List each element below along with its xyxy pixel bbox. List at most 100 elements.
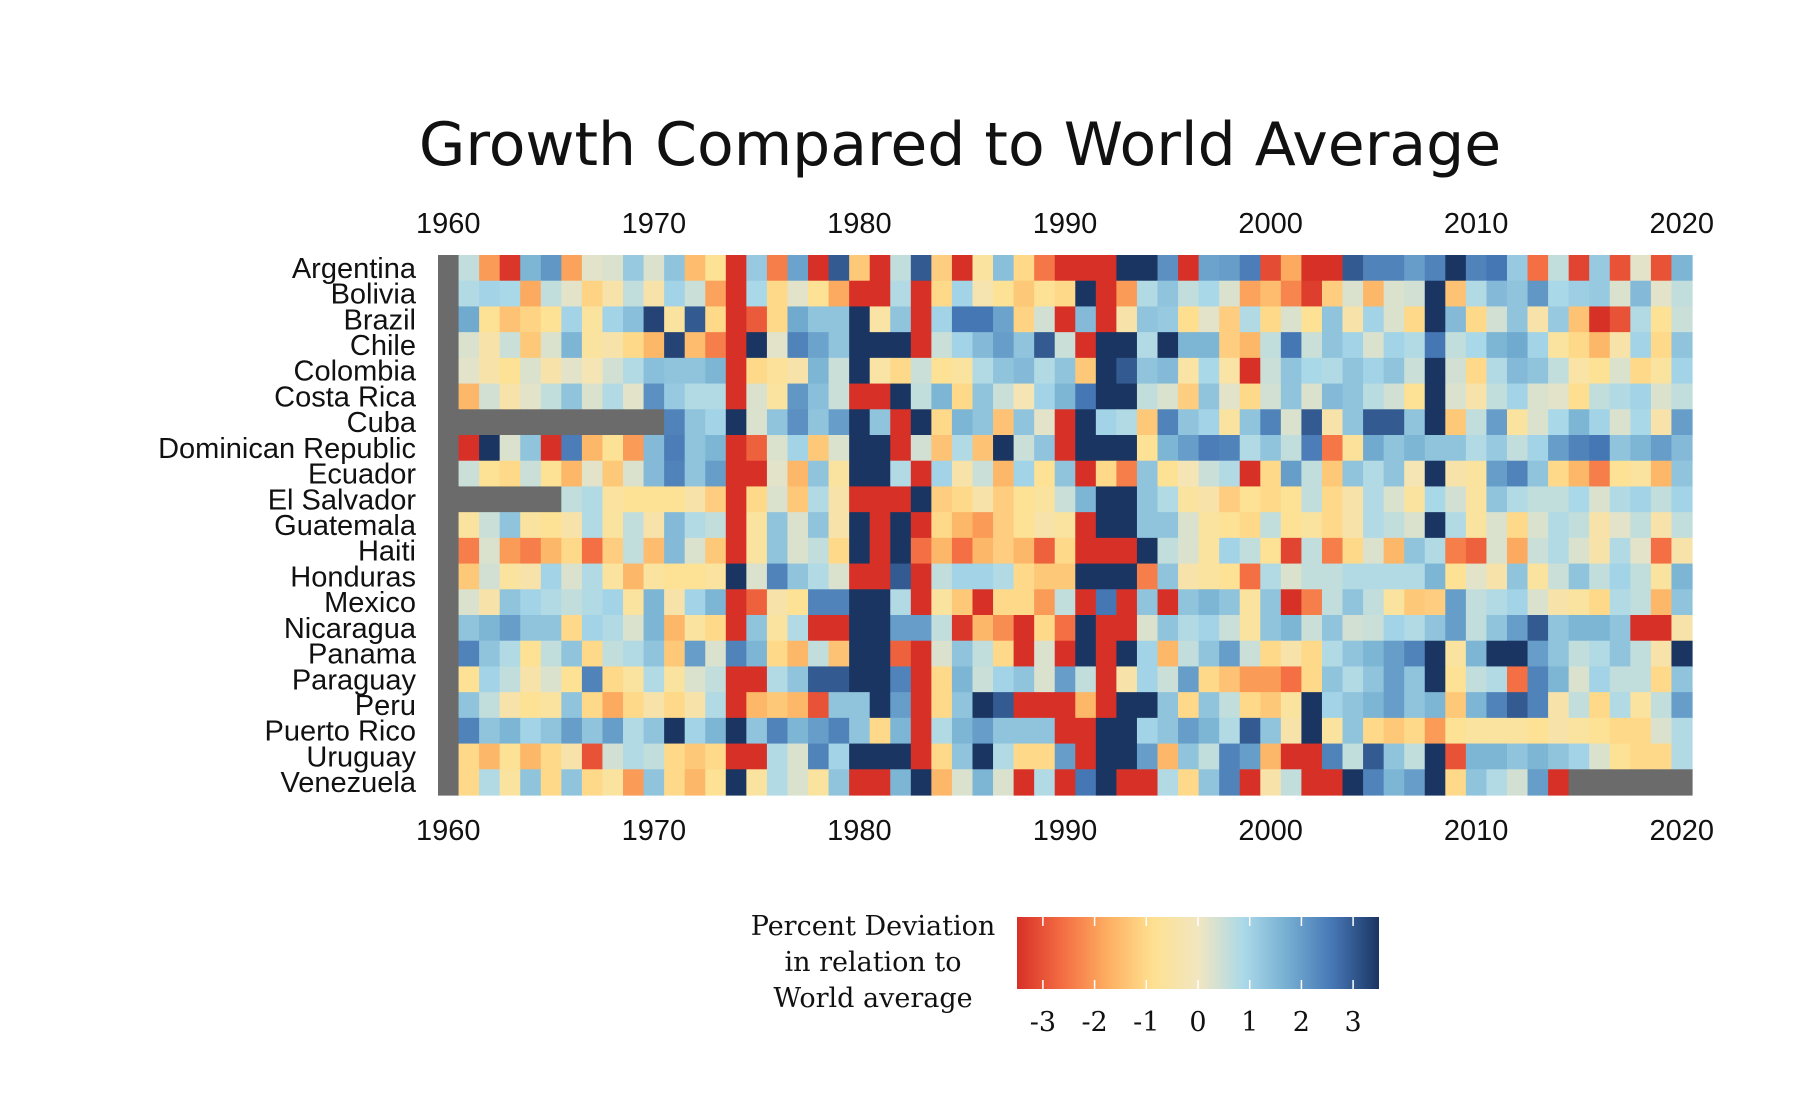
heatmap-cell (1260, 357, 1282, 385)
heatmap-cell (1445, 460, 1467, 488)
heatmap-cell (951, 692, 974, 719)
heatmap-cell (993, 717, 1015, 745)
heatmap-cell (1178, 280, 1200, 308)
heatmap-cell (1650, 743, 1673, 770)
heatmap-cell (1527, 255, 1549, 282)
heatmap-cell (1650, 383, 1673, 410)
heatmap-cell (479, 255, 501, 282)
heatmap-cell (931, 280, 953, 308)
heatmap-cell (1280, 357, 1303, 385)
heatmap-cell (1301, 409, 1323, 436)
heatmap-cell (1116, 280, 1138, 308)
heatmap-cell (1548, 640, 1570, 668)
heatmap-cell (890, 769, 912, 796)
heatmap-cell (972, 280, 994, 308)
heatmap-cell (581, 306, 604, 333)
heatmap-cell (1568, 306, 1590, 333)
heatmap-cell (1280, 383, 1303, 410)
heatmap-cell (581, 486, 604, 513)
heatmap-cell (1548, 717, 1570, 745)
heatmap-cell (1424, 435, 1446, 462)
heatmap-cell (1116, 255, 1138, 282)
heatmap-cell (705, 255, 727, 282)
heatmap-cell (1650, 692, 1673, 719)
heatmap-cell (1301, 255, 1323, 282)
heatmap-cell (705, 460, 727, 488)
heatmap-cell (1548, 460, 1570, 488)
heatmap-cell (1157, 512, 1179, 539)
heatmap-cell (602, 357, 624, 385)
heatmap-cell (972, 743, 994, 770)
heatmap-cell (1342, 537, 1364, 565)
heatmap-cell (1650, 640, 1673, 668)
heatmap-cell (581, 460, 604, 488)
heatmap-cell (746, 280, 768, 308)
heatmap-cell (602, 306, 624, 333)
heatmap-cell (643, 615, 665, 642)
heatmap-cell (561, 255, 583, 282)
heatmap-cell (1116, 486, 1138, 513)
heatmap-cell (1609, 769, 1631, 796)
heatmap-cell (1486, 769, 1508, 796)
heatmap-cell (1239, 460, 1261, 488)
heatmap-cell (540, 640, 562, 668)
heatmap-cell (1445, 537, 1467, 565)
heatmap-cell (808, 435, 830, 462)
heatmap-cell (1486, 357, 1508, 385)
heatmap-cell (664, 717, 686, 745)
heatmap-cell (787, 666, 809, 693)
heatmap-cell (1486, 332, 1508, 359)
heatmap-cell (1650, 332, 1673, 359)
heatmap-cell (1178, 692, 1200, 719)
heatmap-cell (725, 769, 747, 796)
heatmap-cell (787, 563, 809, 590)
heatmap-cell (520, 692, 542, 719)
heatmap-cell (1013, 435, 1035, 462)
heatmap-cell (972, 666, 994, 693)
heatmap-cell (1609, 563, 1631, 590)
heatmap-cell (1219, 537, 1241, 565)
heatmap-cell (1034, 563, 1056, 590)
heatmap-cell (1075, 512, 1097, 539)
heatmap-cell (458, 589, 480, 616)
heatmap-cell (787, 460, 809, 488)
heatmap-cell (1568, 666, 1590, 693)
country-label: Puerto Rico (264, 716, 416, 748)
heatmap-cell (931, 435, 953, 462)
heatmap-cell (1363, 460, 1385, 488)
heatmap-cell (581, 332, 604, 359)
heatmap-cell (1095, 280, 1117, 308)
heatmap-cell (479, 383, 501, 410)
heatmap-cell (746, 640, 768, 668)
heatmap-cell (1548, 357, 1570, 385)
heatmap-cell (458, 383, 480, 410)
heatmap-cell (1424, 743, 1446, 770)
heatmap-cell (1239, 306, 1261, 333)
heatmap-cell (1095, 383, 1117, 410)
heatmap-cell (1280, 306, 1303, 333)
heatmap-cell (1589, 743, 1611, 770)
heatmap-cell (1630, 743, 1652, 770)
heatmap-cell (438, 512, 460, 539)
heatmap-cell (951, 743, 974, 770)
heatmap-cell (1445, 255, 1467, 282)
heatmap-cell (1321, 486, 1344, 513)
heatmap-cell (1157, 255, 1179, 282)
heatmap-cell (540, 486, 562, 513)
heatmap-cell (808, 692, 830, 719)
heatmap-cell (1383, 640, 1405, 668)
heatmap-cell (951, 615, 974, 642)
heatmap-cell (520, 615, 542, 642)
heatmap-cell (1157, 460, 1179, 488)
heatmap-cell (684, 769, 706, 796)
heatmap-cell (1671, 357, 1693, 385)
heatmap-cell (1198, 640, 1220, 668)
heatmap-cell (993, 486, 1015, 513)
heatmap-cell (1198, 615, 1220, 642)
heatmap-cell (1280, 255, 1303, 282)
heatmap-cell (1630, 769, 1652, 796)
heatmap-cell (1609, 615, 1631, 642)
heatmap-cell (828, 486, 850, 513)
heatmap-cell (787, 306, 809, 333)
heatmap-cell (1527, 486, 1549, 513)
